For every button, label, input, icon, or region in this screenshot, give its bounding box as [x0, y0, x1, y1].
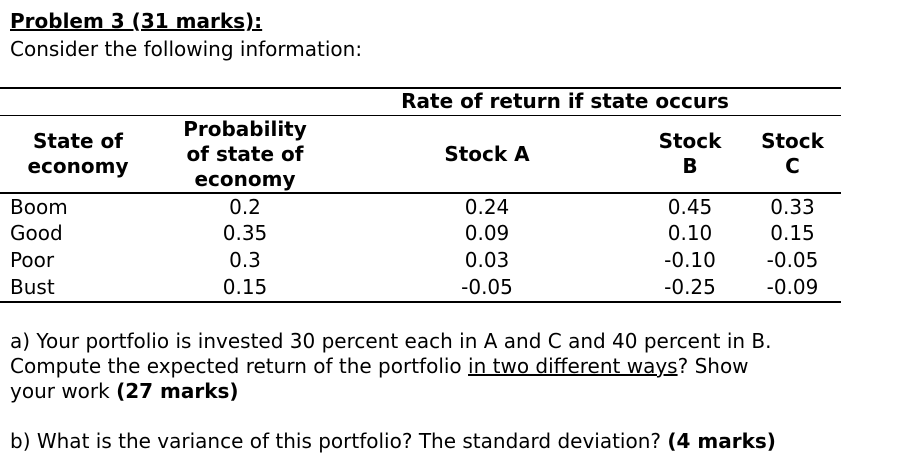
- header-bottom-rule: [0, 192, 841, 194]
- header-stock-b-line-1: Stock: [658, 129, 722, 153]
- underlined-phrase: in two different ways: [468, 354, 678, 378]
- cell-state: Good: [10, 221, 63, 245]
- cell-probability: 0.3: [229, 248, 261, 272]
- question-a-marks: (27 marks): [116, 379, 239, 403]
- header-stock-a: Stock A: [427, 142, 547, 167]
- question-a-line-2-suffix: ? Show: [677, 354, 749, 378]
- intro-text: Consider the following information:: [10, 37, 363, 61]
- header-stock-a-line-1: Stock A: [444, 142, 530, 166]
- header-stock-c: Stock C: [745, 129, 840, 179]
- group-header: Rate of return if state occurs: [401, 89, 729, 113]
- table-top-rule: [0, 87, 841, 89]
- cell-stock-b: -0.10: [664, 248, 716, 272]
- header-stock-b-line-2: B: [682, 154, 698, 178]
- cell-probability: 0.15: [222, 275, 268, 299]
- cell-stock-c: -0.09: [766, 275, 819, 299]
- cell-stock-a: 0.09: [464, 221, 510, 245]
- cell-stock-b: -0.25: [664, 275, 716, 299]
- header-stock-b: Stock B: [640, 129, 740, 179]
- header-state-line-2: economy: [27, 154, 129, 178]
- question-b-text: b) What is the variance of this portfoli…: [10, 429, 668, 453]
- cell-probability: 0.35: [222, 221, 268, 245]
- header-state: State of economy: [5, 129, 151, 179]
- question-a-line-1: a) Your portfolio is invested 30 percent…: [10, 329, 772, 353]
- cell-stock-a: 0.03: [464, 248, 510, 272]
- cell-state: Poor: [10, 248, 55, 272]
- question-b: b) What is the variance of this portfoli…: [10, 429, 776, 454]
- cell-stock-a: -0.05: [461, 275, 513, 299]
- cell-stock-a: 0.24: [464, 195, 510, 219]
- cell-state: Boom: [10, 195, 68, 219]
- question-a-line-2-prefix: Compute the expected return of the portf…: [10, 354, 469, 378]
- cell-stock-c: -0.05: [766, 248, 819, 272]
- header-probability: Probability of state of economy: [160, 117, 330, 192]
- question-b-marks: (4 marks): [667, 429, 776, 453]
- question-a: a) Your portfolio is invested 30 percent…: [10, 329, 771, 404]
- header-stock-c-line-1: Stock: [761, 129, 824, 153]
- cell-state: Bust: [10, 275, 55, 299]
- problem-title: Problem 3 (31 marks):: [10, 9, 263, 33]
- table-bottom-rule: [0, 301, 841, 303]
- cell-stock-b: 0.45: [667, 195, 713, 219]
- header-stock-c-line-2: C: [785, 154, 800, 178]
- header-state-line-1: State of: [33, 129, 123, 153]
- group-header-rule: [0, 115, 841, 116]
- cell-stock-b: 0.10: [667, 221, 713, 245]
- header-probability-line-2: of state of: [186, 142, 304, 166]
- header-probability-line-3: economy: [194, 167, 296, 191]
- question-a-line-3: your work (27 marks): [10, 379, 771, 404]
- cell-probability: 0.2: [229, 195, 261, 219]
- header-probability-line-1: Probability: [183, 117, 307, 141]
- cell-stock-c: 0.33: [770, 195, 815, 219]
- cell-stock-c: 0.15: [770, 221, 815, 245]
- question-a-line-2: Compute the expected return of the portf…: [10, 354, 771, 379]
- question-a-line-3-prefix: your work: [10, 379, 117, 403]
